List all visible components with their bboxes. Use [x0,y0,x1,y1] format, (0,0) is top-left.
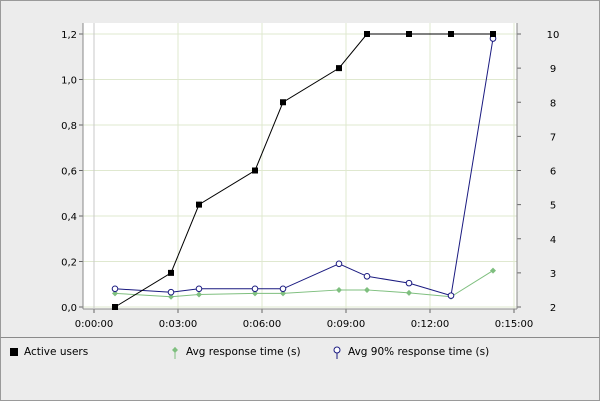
y-right-tick-label: 2 [550,303,556,314]
data-point-diamond [196,291,202,298]
y-left-tick-label: 0,2 [61,258,77,269]
data-point-diamond [336,286,342,293]
data-point-diamond [112,290,118,297]
data-point-square [252,167,258,174]
data-point-circle [447,292,455,299]
y-right-tick-label: 3 [550,269,556,280]
chart-panel: 0:00:00 0:03:00 0:06:00 0:09:00 0:12:00 0:15:… [0,0,600,337]
data-point-diamond [490,267,496,274]
y-right-tick-label: 9 [550,64,556,75]
legend-label: Avg response time (s) [186,346,301,358]
data-point-circle [167,288,175,296]
data-point-square [336,65,342,72]
x-tick-label: 0:00:00 [75,319,114,330]
data-point-square [112,304,118,310]
data-point-diamond [168,293,174,300]
y-left-tick-label: 0,0 [61,303,77,314]
data-point-square [168,269,174,276]
x-tick-label: 0:12:00 [411,319,450,330]
axes: 0:00:00 0:03:00 0:06:00 0:09:00 0:12:00 0:15:… [61,23,559,330]
x-tick-label: 0:09:00 [327,319,366,330]
data-point-circle [111,285,119,293]
y-left-tick-label: 0,6 [61,167,77,178]
series-avg-90-response-time-s [111,35,497,299]
legend-item-avg-90-response-time: Avg 90% response time (s) [331,345,489,359]
series-line [114,270,494,298]
y-right-tick-label: 4 [550,235,556,246]
line-chart: 0:00:00 0:03:00 0:06:00 0:09:00 0:12:00 0:15:… [61,23,559,330]
y-right-tick-label: 10 [547,30,560,41]
data-point-circle [195,285,203,293]
y-left-tick-label: 0,4 [61,212,77,223]
data-point-square [280,99,286,106]
series-active-users [112,31,496,310]
y-right-tick-label: 7 [550,132,556,143]
data-point-square [196,201,202,208]
data-point-square [448,31,454,37]
hollow-circle-icon [333,346,341,359]
plot-area [83,23,517,309]
data-point-diamond [252,290,258,297]
data-point-square [406,31,412,37]
data-point-circle [279,285,287,293]
y-right-tick-label: 8 [550,98,556,109]
legend-item-active-users: Active users [9,345,88,359]
data-point-circle [405,279,413,287]
data-point-circle [335,260,343,268]
data-point-circle [363,272,371,280]
y-left-tick-label: 1,2 [61,30,77,41]
data-point-diamond [280,290,286,297]
legend-label: Active users [24,346,89,358]
y-right-tick-label: 5 [550,201,556,212]
y-right-tick-label: 6 [550,167,556,178]
y-left-tick-label: 1,0 [61,76,77,87]
x-tick-label: 0:15:00 [495,319,534,330]
y-left-tick-label: 0,8 [61,121,77,132]
diamond-icon [172,347,178,359]
data-point-diamond [406,289,412,296]
x-tick-label: 0:03:00 [159,319,198,330]
series-line [114,33,493,308]
legend: Active users Avg response time (s) Avg 9… [0,337,600,401]
series-line [114,38,494,297]
data-point-diamond [364,286,370,293]
x-tick-label: 0:06:00 [243,319,282,330]
data-point-square [364,31,370,37]
series-layer [111,31,497,310]
data-point-square [490,31,496,37]
data-point-circle [251,285,259,293]
legend-item-avg-response-time: Avg response time (s) [169,345,301,359]
filled-square-icon [10,348,18,356]
legend-label: Avg 90% response time (s) [348,346,490,358]
